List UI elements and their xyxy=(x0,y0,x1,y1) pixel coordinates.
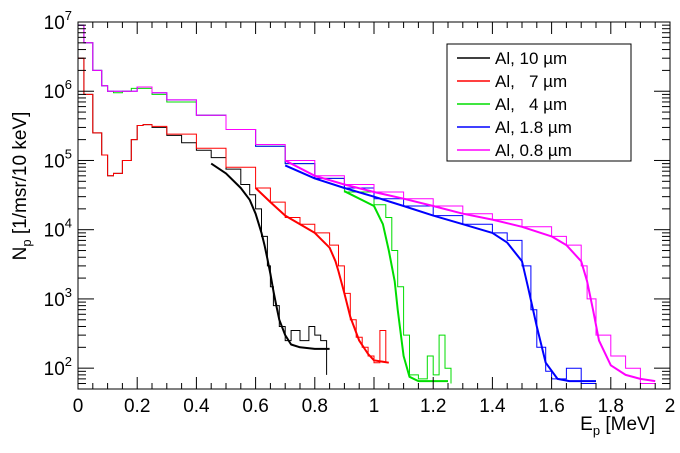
y-tick-label: 106 xyxy=(44,77,72,103)
x-tick-label: 1.6 xyxy=(538,396,564,417)
x-tick-label: 1.2 xyxy=(420,396,446,417)
y-tick-label: 105 xyxy=(44,146,72,172)
series-fit-2 xyxy=(343,190,448,383)
legend-label: Al, 0.8 µm xyxy=(495,141,572,160)
series-layer xyxy=(78,24,656,384)
x-tick-label: 0.4 xyxy=(183,396,210,417)
y-tick-label: 103 xyxy=(44,285,72,311)
y-axis-ticks: 102 103 104 105 106 107 xyxy=(44,8,670,390)
y-tick-label: 104 xyxy=(44,216,72,242)
series-histogram-4 xyxy=(78,24,656,384)
x-tick-label: 1.4 xyxy=(479,396,506,417)
legend: Al, 10 µm Al, 7 µm Al, 4 µm Al, 1.8 µm Al, 0… xyxy=(446,43,632,162)
series-fit-4 xyxy=(284,159,656,383)
series-fit-0 xyxy=(210,162,330,350)
y-tick-label: 102 xyxy=(44,354,72,380)
legend-box xyxy=(446,43,632,162)
x-axis-ticks: 0 0.2 0.4 0.6 0.8 1 1.2 1.4 1.6 1.8 2 xyxy=(73,22,676,417)
series-fit-3 xyxy=(284,164,596,383)
x-tick-label: 0.2 xyxy=(124,396,150,417)
series-histogram-1 xyxy=(78,57,387,364)
legend-label: Al, 1.8 µm xyxy=(495,118,572,137)
y-axis-label: Np [1/msr/10 keV] xyxy=(10,112,34,261)
x-tick-label: 0 xyxy=(73,396,84,417)
legend-label: Al, 10 µm xyxy=(495,49,567,68)
x-axis-label: Ep [MeV] xyxy=(580,414,655,438)
x-tick-label: 2 xyxy=(665,396,676,417)
series-fit-1 xyxy=(254,187,389,364)
legend-label: Al, 4 µm xyxy=(495,95,567,114)
x-tick-label: 1 xyxy=(369,396,380,417)
x-tick-label: 1.8 xyxy=(598,396,624,417)
x-tick-label: 0.8 xyxy=(302,396,328,417)
x-tick-label: 0.6 xyxy=(242,396,268,417)
legend-label: Al, 7 µm xyxy=(495,72,567,91)
y-tick-label: 107 xyxy=(44,8,72,34)
